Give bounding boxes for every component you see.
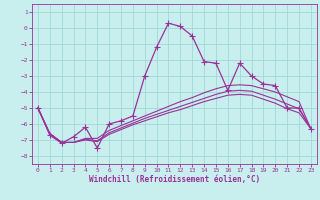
X-axis label: Windchill (Refroidissement éolien,°C): Windchill (Refroidissement éolien,°C) [89, 175, 260, 184]
